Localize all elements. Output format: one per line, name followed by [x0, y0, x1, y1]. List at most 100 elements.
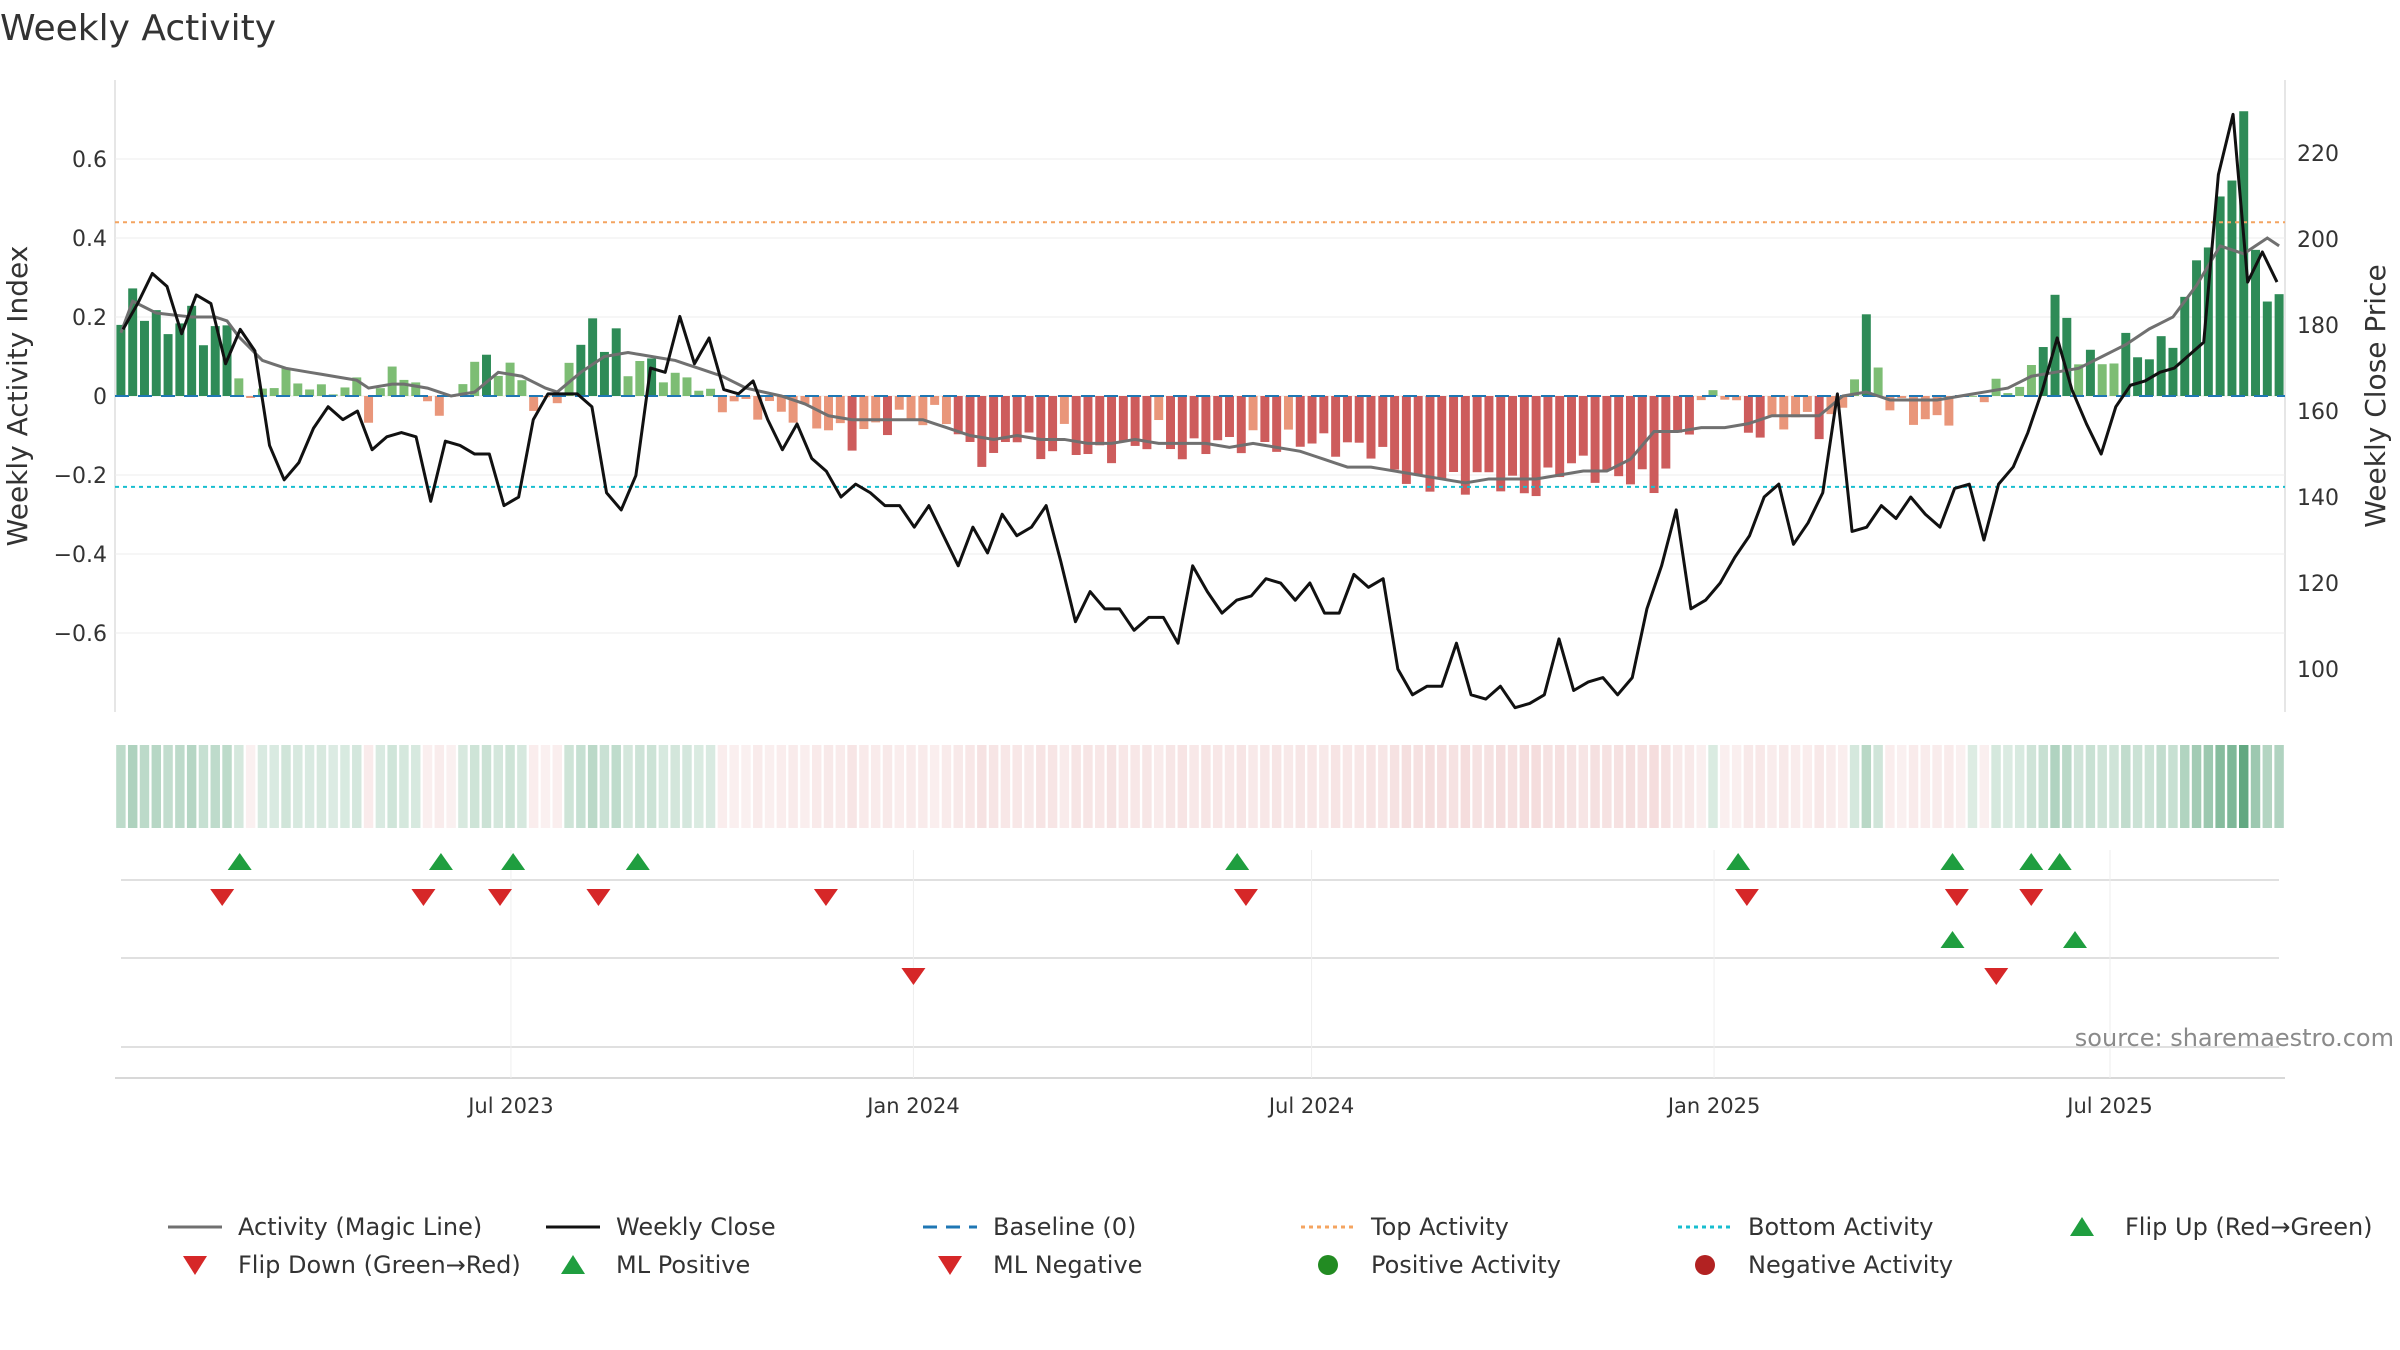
activity-bar: [2038, 347, 2048, 396]
heat-strip-cell: [611, 745, 621, 828]
heat-strip-cell: [2050, 745, 2060, 828]
flip-down-marker: [488, 889, 512, 906]
activity-bar: [423, 396, 433, 402]
heat-strip-cell: [411, 745, 421, 828]
heat-strip-cell: [929, 745, 940, 828]
activity-bar: [151, 310, 161, 396]
activity-bar: [1059, 396, 1069, 424]
heat-strip-cell: [1165, 745, 1176, 828]
heat-strip-cell: [422, 745, 433, 828]
heat-strip-cell: [1590, 745, 1600, 828]
heat-strip-cell: [1036, 745, 1046, 828]
heat-strip-cell: [2003, 745, 2013, 828]
activity-bar: [1779, 396, 1789, 430]
activity-bar: [647, 358, 657, 396]
heat-strip-cell: [458, 745, 468, 828]
activity-bar: [198, 345, 208, 396]
flip-up-marker: [227, 853, 252, 870]
heat-strip-cell: [1248, 745, 1258, 828]
heat-strip-cell: [2073, 745, 2084, 828]
heat-strip-cell: [387, 745, 397, 828]
x-tick-label: Jul 2023: [466, 1094, 553, 1118]
activity-bar: [1508, 396, 1518, 476]
heat-strip-cell: [1826, 745, 1836, 828]
heat-strip-cell: [1401, 745, 1412, 828]
weekly-close-line: [121, 112, 2279, 710]
activity-bar: [1319, 396, 1329, 434]
activity-bar: [989, 396, 999, 453]
heat-strip-cell: [151, 745, 161, 828]
activity-bar: [1909, 396, 1918, 425]
heat-strip-cell: [1354, 745, 1364, 828]
activity-bar: [1708, 390, 1718, 396]
right-tick-label: 140: [2297, 486, 2339, 511]
source-note: source: sharemaestro.com: [2074, 1024, 2394, 1052]
activity-bar: [859, 396, 869, 430]
activity-bar: [741, 396, 751, 399]
heat-strip-cell: [139, 745, 150, 828]
legend-item-top-activity: Top Activity: [1293, 1208, 1509, 1246]
activity-bar: [1095, 396, 1105, 446]
flip-down-marker: [411, 889, 436, 906]
legend-item-flip-down: Flip Down (Green→Red): [160, 1246, 521, 1284]
activity-bar: [340, 387, 350, 396]
activity-bar: [2251, 249, 2260, 396]
activity-bar: [387, 366, 397, 396]
activity-bar: [918, 396, 928, 426]
heat-strip-cell: [1437, 745, 1447, 828]
legend-label: ML Negative: [993, 1251, 1143, 1279]
heat-strip-cell: [1271, 745, 1282, 828]
activity-bar: [2180, 296, 2190, 396]
legend-item-negative-activity: Negative Activity: [1670, 1246, 1953, 1284]
ml-positive-marker: [1940, 931, 1965, 948]
activity-bar: [1767, 396, 1777, 416]
activity-bar: [658, 382, 668, 396]
activity-bar: [977, 396, 987, 467]
heat-strip-cell: [1448, 745, 1459, 828]
heat-strip-cell: [328, 745, 338, 828]
activity-bar: [2003, 393, 2013, 396]
flip-up-marker: [501, 853, 526, 870]
flip-up-marker: [1225, 853, 1250, 870]
legend-item-bottom-activity: Bottom Activity: [1670, 1208, 1933, 1246]
activity-bar: [1743, 396, 1753, 433]
heat-strip-cell: [1472, 745, 1482, 828]
heat-strip-cell: [1790, 745, 1801, 828]
activity-bar: [1979, 396, 1989, 403]
activity-bar: [1036, 396, 1046, 460]
heat-strip-cell: [847, 745, 857, 828]
heat-strip-cell: [540, 745, 551, 828]
activity-bar: [1814, 396, 1824, 440]
activity-bar: [1590, 396, 1600, 483]
heat-strip-cell: [2109, 745, 2119, 828]
heat-strip-cell: [1224, 745, 1235, 828]
activity-bar: [1225, 396, 1234, 438]
legend-item-weekly-close: Weekly Close: [538, 1208, 776, 1246]
activity-bar: [1283, 396, 1293, 430]
flip-down-marker: [1944, 889, 1969, 906]
activity-bar: [717, 396, 727, 413]
heat-strip-cell: [186, 745, 197, 828]
activity-bar: [564, 362, 574, 396]
activity-bar: [824, 396, 833, 431]
heat-strip-cell: [1543, 745, 1553, 828]
heat-strip-cell: [2026, 745, 2037, 828]
activity-bar: [175, 323, 185, 396]
legend-swatch-magic-line: [168, 1225, 222, 1229]
legend-swatch-baseline: [923, 1225, 977, 1229]
activity-bar: [953, 396, 963, 435]
heat-strip-cell: [1366, 745, 1376, 828]
activity-bar: [140, 320, 149, 396]
flip-down-marker: [1233, 889, 1258, 906]
legend-label: Negative Activity: [1748, 1251, 1954, 1279]
activity-bar: [753, 396, 763, 420]
heat-strip-cell: [1083, 745, 1093, 828]
x-tick-label: Jan 2025: [1666, 1094, 1761, 1118]
heat-strip-cell: [517, 745, 527, 828]
flip-up-marker: [1940, 853, 1965, 870]
activity-bar: [458, 384, 468, 396]
activity-bar: [1460, 396, 1470, 495]
heat-strip-cell: [1779, 745, 1789, 828]
heat-strip-cell: [2038, 745, 2048, 828]
heat-strip-cell: [2062, 745, 2072, 828]
